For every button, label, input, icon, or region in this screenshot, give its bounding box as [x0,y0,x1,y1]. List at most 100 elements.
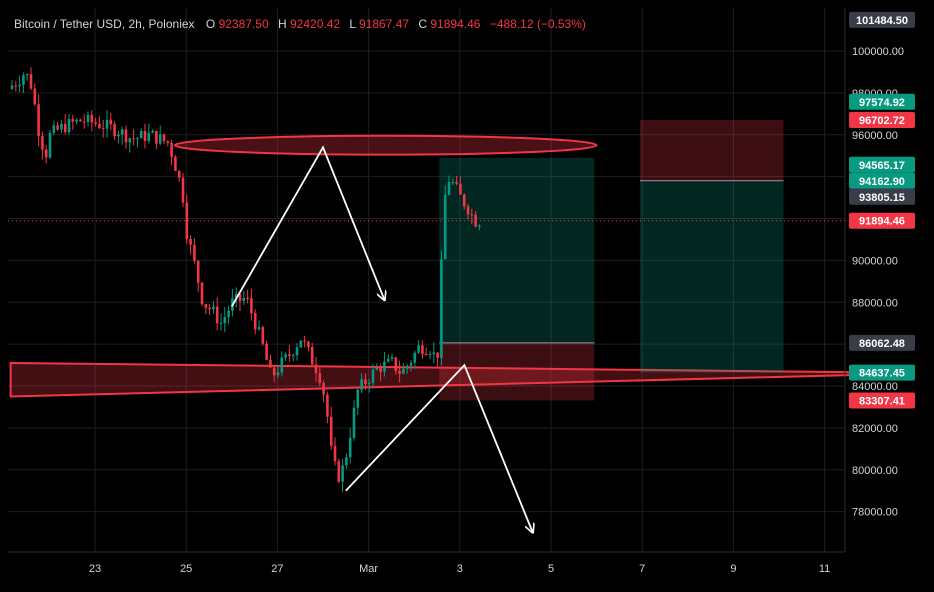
candles[interactable] [10,67,481,492]
candle[interactable] [447,175,451,196]
candle[interactable] [291,353,295,362]
candle[interactable] [265,340,268,361]
candle[interactable] [60,120,63,134]
candle[interactable] [109,113,113,131]
candle[interactable] [367,378,371,393]
candle[interactable] [71,114,75,130]
candle[interactable] [348,428,352,464]
candle[interactable] [212,301,215,314]
candle[interactable] [341,459,344,492]
candle[interactable] [10,79,14,90]
position-tools[interactable] [439,120,784,401]
candle[interactable] [288,344,291,362]
candle[interactable] [158,125,162,146]
candle[interactable] [219,313,223,331]
candle[interactable] [215,297,219,331]
candle[interactable] [56,121,59,132]
candle[interactable] [299,340,303,348]
candle[interactable] [98,116,101,130]
candle[interactable] [356,388,360,416]
candle[interactable] [132,129,135,146]
candle[interactable] [345,453,348,469]
candle[interactable] [314,356,318,382]
candle[interactable] [478,224,481,231]
candle[interactable] [386,354,390,363]
candle[interactable] [52,120,56,136]
candle[interactable] [44,145,48,164]
candle[interactable] [238,293,242,312]
candle[interactable] [181,172,185,207]
candle[interactable] [432,342,436,364]
upper-zigzag[interactable] [231,145,385,307]
candle[interactable] [318,367,322,386]
candle[interactable] [185,194,189,244]
candle[interactable] [242,291,246,305]
candle[interactable] [333,437,337,466]
candle[interactable] [25,73,29,81]
candle[interactable] [394,356,398,375]
candle[interactable] [250,288,253,321]
candle[interactable] [29,67,33,91]
candle[interactable] [307,340,310,352]
candle[interactable] [246,289,249,304]
candle[interactable] [398,360,401,383]
candle[interactable] [310,342,314,365]
candle[interactable] [147,123,151,144]
candle[interactable] [272,365,276,383]
candle[interactable] [375,363,379,371]
candle[interactable] [86,111,90,127]
candle[interactable] [22,72,25,93]
candle[interactable] [124,125,128,149]
axes[interactable]: 100000.0098000.0096000.0090000.0088000.0… [8,8,915,575]
candle[interactable] [284,352,287,362]
candle[interactable] [383,351,386,377]
candle[interactable] [155,130,158,150]
candle[interactable] [67,114,71,135]
candle[interactable] [143,123,147,149]
candle[interactable] [113,120,116,140]
candle[interactable] [193,238,196,264]
candle[interactable] [166,140,170,147]
candle[interactable] [329,406,333,450]
candle[interactable] [18,75,21,93]
candle[interactable] [82,114,86,129]
candle[interactable] [79,118,82,122]
candle[interactable] [94,117,97,127]
candle[interactable] [227,305,230,325]
candle[interactable] [390,353,394,362]
candle[interactable] [189,235,192,255]
candle[interactable] [436,352,439,367]
candle[interactable] [162,133,166,144]
candle[interactable] [462,193,466,210]
candle[interactable] [204,303,208,315]
candle[interactable] [474,210,477,228]
candle[interactable] [428,350,432,360]
candle[interactable] [37,94,40,147]
candle[interactable] [451,178,455,186]
candle[interactable] [421,340,424,359]
candle[interactable] [280,351,284,377]
candle[interactable] [41,131,44,160]
candle[interactable] [128,137,132,153]
candle[interactable] [405,364,409,374]
candle[interactable] [371,364,375,389]
candle[interactable] [424,347,428,356]
candle[interactable] [326,392,329,424]
candle[interactable] [409,360,413,372]
candle[interactable] [253,309,257,335]
candle[interactable] [33,83,37,107]
candle[interactable] [151,129,154,134]
candle[interactable] [101,119,105,138]
candle[interactable] [48,129,52,160]
candle[interactable] [75,118,78,125]
candle[interactable] [360,372,363,394]
candle[interactable] [139,128,143,139]
candle[interactable] [223,306,227,333]
candle[interactable] [120,126,124,145]
candle[interactable] [337,458,341,484]
candle[interactable] [295,343,299,361]
candle[interactable] [90,110,94,132]
candle[interactable] [136,136,139,148]
candle[interactable] [455,175,458,186]
